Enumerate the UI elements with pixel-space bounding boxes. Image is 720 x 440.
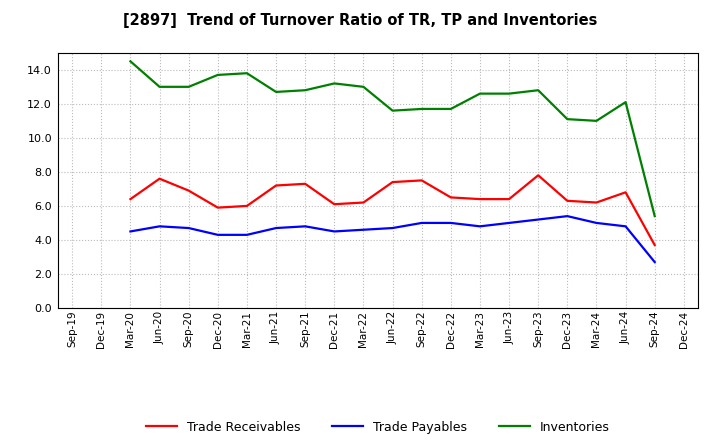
Trade Receivables <box>621 190 630 195</box>
Inventories <box>476 91 485 96</box>
Inventories <box>243 70 251 76</box>
Trade Payables <box>388 225 397 231</box>
Trade Payables <box>359 227 368 232</box>
Inventories <box>446 106 455 112</box>
Trade Receivables <box>330 202 338 207</box>
Trade Receivables <box>213 205 222 210</box>
Inventories <box>650 213 659 219</box>
Inventories <box>156 84 164 89</box>
Trade Receivables <box>650 242 659 248</box>
Inventories <box>126 59 135 64</box>
Inventories <box>301 88 310 93</box>
Trade Receivables <box>534 172 543 178</box>
Trade Payables <box>243 232 251 238</box>
Trade Receivables <box>243 203 251 209</box>
Trade Payables <box>476 224 485 229</box>
Inventories <box>563 117 572 122</box>
Trade Payables <box>534 217 543 222</box>
Trade Payables <box>505 220 513 226</box>
Text: [2897]  Trend of Turnover Ratio of TR, TP and Inventories: [2897] Trend of Turnover Ratio of TR, TP… <box>123 13 597 28</box>
Trade Payables <box>184 225 193 231</box>
Trade Payables <box>271 225 280 231</box>
Inventories <box>534 88 543 93</box>
Line: Trade Receivables: Trade Receivables <box>130 175 654 245</box>
Trade Receivables <box>184 188 193 193</box>
Trade Receivables <box>301 181 310 187</box>
Trade Payables <box>330 229 338 234</box>
Trade Receivables <box>156 176 164 181</box>
Trade Receivables <box>126 197 135 202</box>
Inventories <box>184 84 193 89</box>
Trade Receivables <box>359 200 368 205</box>
Inventories <box>213 72 222 77</box>
Trade Receivables <box>388 180 397 185</box>
Line: Trade Payables: Trade Payables <box>130 216 654 262</box>
Inventories <box>621 99 630 105</box>
Trade Payables <box>446 220 455 226</box>
Trade Receivables <box>446 195 455 200</box>
Trade Payables <box>563 213 572 219</box>
Trade Payables <box>592 220 600 226</box>
Trade Receivables <box>563 198 572 203</box>
Trade Receivables <box>592 200 600 205</box>
Line: Inventories: Inventories <box>130 61 654 216</box>
Inventories <box>271 89 280 95</box>
Trade Payables <box>301 224 310 229</box>
Inventories <box>330 81 338 86</box>
Trade Receivables <box>505 197 513 202</box>
Inventories <box>359 84 368 89</box>
Inventories <box>388 108 397 113</box>
Inventories <box>505 91 513 96</box>
Trade Receivables <box>476 197 485 202</box>
Trade Receivables <box>418 178 426 183</box>
Legend: Trade Receivables, Trade Payables, Inventories: Trade Receivables, Trade Payables, Inven… <box>146 422 610 434</box>
Inventories <box>418 106 426 112</box>
Trade Payables <box>126 229 135 234</box>
Inventories <box>592 118 600 124</box>
Trade Payables <box>156 224 164 229</box>
Trade Payables <box>650 260 659 265</box>
Trade Payables <box>418 220 426 226</box>
Trade Receivables <box>271 183 280 188</box>
Trade Payables <box>213 232 222 238</box>
Trade Payables <box>621 224 630 229</box>
